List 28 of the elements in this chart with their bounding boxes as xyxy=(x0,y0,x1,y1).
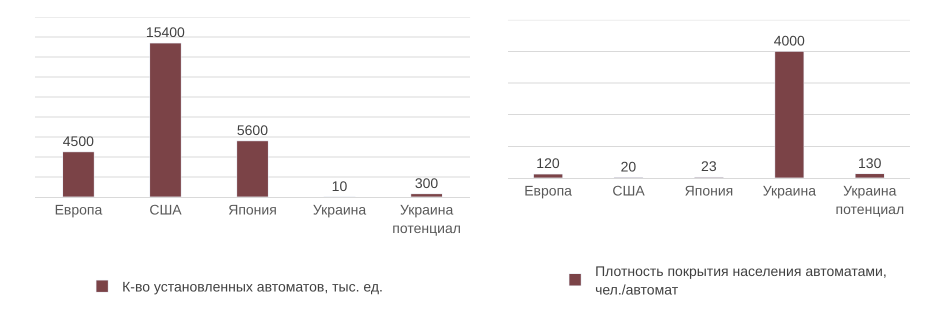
x-tick-label: Украина потенциал xyxy=(392,202,461,236)
x-tick-label: Япония xyxy=(228,202,277,218)
data-label: 23 xyxy=(701,158,717,174)
x-tick-label: Украина xyxy=(762,182,816,199)
x-tick-label: США xyxy=(612,182,646,199)
bar xyxy=(410,194,443,197)
bar xyxy=(855,174,885,178)
legend-label: К-во установленных автоматов, тыс. ед. xyxy=(122,278,383,295)
x-tick-label: США xyxy=(149,202,182,218)
bar xyxy=(150,42,182,197)
bar xyxy=(236,140,268,197)
bar xyxy=(62,152,94,197)
data-label: 300 xyxy=(414,174,438,191)
data-label: 4000 xyxy=(774,32,806,49)
x-tick-label: Украина xyxy=(312,202,366,218)
data-label: 10 xyxy=(332,178,348,194)
x-tick-label: Япония xyxy=(684,182,734,199)
x-tick-label: Европа xyxy=(54,202,103,218)
x-tick-label: Украина потенциал xyxy=(835,182,904,217)
data-label: 5600 xyxy=(236,122,268,138)
data-label: 4500 xyxy=(62,132,94,149)
bar xyxy=(774,51,804,178)
legend-label: Плотность покрытия населения автоматами, чел./автомат xyxy=(595,263,887,298)
data-label: 130 xyxy=(858,154,882,171)
data-label: 15400 xyxy=(146,24,186,40)
x-tick-label: Европа xyxy=(524,182,572,199)
data-label: 120 xyxy=(536,155,560,172)
data-label: 20 xyxy=(620,158,636,174)
